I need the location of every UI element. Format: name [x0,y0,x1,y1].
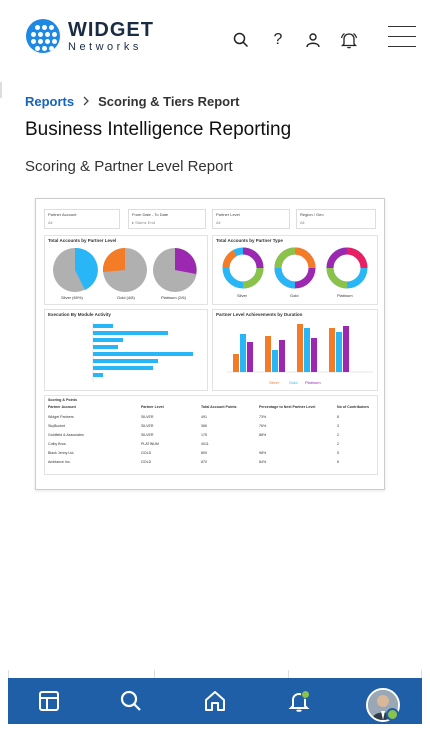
app-header: WIDGET Networks ? [0,0,430,80]
legend-silver: Silver [269,380,280,385]
filter-partner-account[interactable]: Partner Account All [44,209,120,229]
notification-badge [301,690,310,699]
pie-label: Gold (4/8) [117,295,135,300]
table-cell: 76% [259,424,267,428]
filter-label: From Date - To Date [132,212,169,217]
table-header: Partner Account [48,405,76,409]
filter-value: ▸ Start ▸ End [132,220,155,225]
user-icon[interactable] [303,30,323,50]
table-cell: 4011 [201,442,209,446]
panel-title: Partner Level Achievements by Duration [216,312,303,317]
table-cell: 98% [259,451,267,455]
panel-execution: Execution By Module Activity [44,309,208,391]
panel-title: Total Accounts by Partner Level [48,238,117,243]
bottom-nav [8,678,422,724]
donut-label: Gold [290,293,299,298]
layout-icon[interactable] [34,686,64,716]
search-icon[interactable] [231,30,251,50]
grouped-bar-chart [227,324,373,373]
legend-gold: Gold [289,380,298,385]
scoring-table: Scoring & Points Partner Account Partner… [44,395,378,475]
table-cell: Goldfield & Associates [48,433,84,437]
legend-platinum: Platinum [305,380,321,385]
filter-label: Partner Level [216,212,240,217]
table-header: Percentage to Next Partner Level [259,405,316,409]
bar-chart [92,322,193,382]
table-cell: SILVER [141,415,154,419]
search-icon[interactable] [116,686,146,716]
tab-dividers [8,670,422,678]
filter-value: All [216,220,221,225]
page-subtitle: Scoring & Partner Level Report [25,158,233,175]
filter-partner-level[interactable]: Partner Level All [212,209,290,229]
table-cell: SkyBucket [48,424,65,428]
table-cell: GOLD [141,460,152,464]
panel-accounts-by-type: Total Accounts by Partner Type Silver Go… [212,235,378,305]
online-status-badge [386,708,399,721]
table-cell: 2 [337,442,339,446]
help-icon[interactable]: ? [273,31,283,48]
donut-label: Platinum [337,293,353,298]
panel-achievements: Partner Level Achievements by Duration S… [212,309,378,391]
panel-accounts-by-level: Total Accounts by Partner Level Silver (… [44,235,208,305]
table-header: No of Contributors [337,405,369,409]
table-header: Partner Level [141,405,164,409]
table-cell: 88% [259,433,267,437]
table-cell: 8 [337,415,339,419]
brand-logo[interactable]: WIDGET Networks [26,18,186,54]
table-cell: Black Jenny Ltd. [48,451,75,455]
table-cell: SILVER [141,424,154,428]
table-cell: SILVER [141,433,154,437]
logo-badge-icon [26,19,60,53]
table-cell: 73% [259,415,267,419]
menu-icon[interactable] [388,26,416,48]
filter-value: All [48,220,53,225]
filter-label: Region / Geo [300,212,324,217]
breadcrumb: Reports Scoring & Tiers Report [25,94,239,109]
donut-charts [222,247,368,289]
report-preview[interactable]: Partner Account All From Date - To Date … [35,198,385,490]
brand-name: WIDGET [68,18,154,41]
table-cell: 800 [201,451,207,455]
pie-label: Platinum (2/6) [161,295,186,300]
table-cell: 175 [201,433,207,437]
filter-value: All [300,220,305,225]
panel-title: Total Accounts by Partner Type [216,238,283,243]
table-cell: 2 [337,433,339,437]
table-cell: GOLD [141,451,152,455]
table-cell: PLATINUM [141,442,159,446]
table-title: Scoring & Points [48,398,77,402]
bell-icon[interactable] [339,30,359,50]
divider [0,82,2,98]
page-title: Business Intelligence Reporting [25,119,292,140]
home-icon[interactable] [200,686,230,716]
breadcrumb-link-reports[interactable]: Reports [25,94,75,109]
panel-title: Execution By Module Activity [48,312,111,317]
table-cell: 84% [259,460,267,464]
filter-region[interactable]: Region / Geo All [296,209,376,229]
pie-charts [53,247,197,292]
brand-tagline: Networks [68,40,142,53]
table-cell: 3 [337,424,339,428]
chevron-right-icon [82,94,90,109]
filter-label: Partner Account [48,212,77,217]
pie-label: Silver (69%) [61,295,83,300]
table-header: Total Account Points [201,405,237,409]
table-cell: 5 [337,451,339,455]
bell-icon[interactable] [284,686,314,716]
table-cell: Colby Bros. [48,442,67,446]
table-cell: 6 [337,460,339,464]
breadcrumb-current: Scoring & Tiers Report [98,94,240,109]
table-cell: Widget Partners [48,415,74,419]
donut-label: Silver [237,293,248,298]
filter-date-range[interactable]: From Date - To Date ▸ Start ▸ End [128,209,206,229]
table-cell: 491 [201,415,207,419]
table-cell: 870 [201,460,207,464]
table-cell: 366 [201,424,207,428]
table-cell: Ambiance Inc. [48,460,71,464]
